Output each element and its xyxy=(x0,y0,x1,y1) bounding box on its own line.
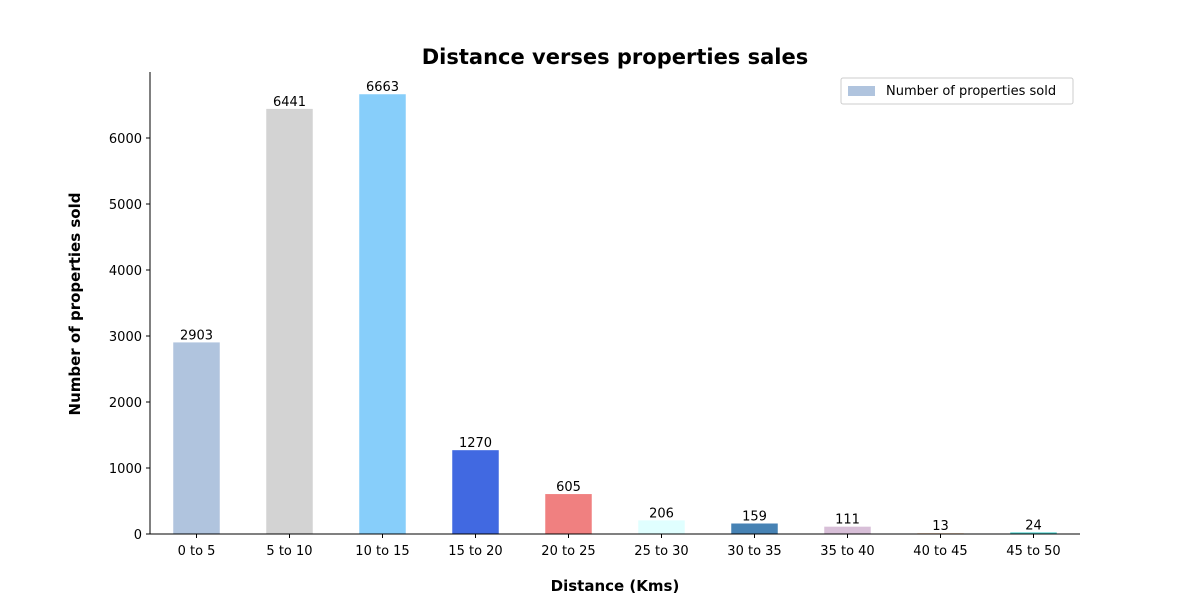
chart-title: Distance verses properties sales xyxy=(422,45,808,69)
x-axis-ticks: 0 to 5 5 to 10 10 to 15 15 to 20 20 to 25 25 … xyxy=(178,534,1061,559)
bar-1 xyxy=(266,108,313,535)
y-axis-ticks: 0 1000 2000 3000 4000 5000 6000 xyxy=(109,132,150,543)
x-tick-label-1: 5 to 10 xyxy=(266,544,312,559)
y-tick-label-0: 0 xyxy=(134,528,142,543)
legend-frame xyxy=(840,77,1074,105)
bar-3 xyxy=(452,450,499,534)
data-label-9: 24 xyxy=(1025,518,1042,533)
x-tick-label-6: 30 to 35 xyxy=(727,544,781,559)
bars-group xyxy=(173,94,1057,535)
x-tick-label-7: 35 to 40 xyxy=(820,544,874,559)
data-label-7: 111 xyxy=(835,513,860,528)
x-tick-label-2: 10 to 15 xyxy=(355,544,409,559)
legend-label: Number of properties sold xyxy=(886,84,1056,99)
x-axis-label: Distance (Kms) xyxy=(551,577,680,595)
x-tick-label-3: 15 to 20 xyxy=(448,544,502,559)
y-tick-label-1: 1000 xyxy=(109,462,142,477)
x-tick-label-8: 40 to 45 xyxy=(913,544,967,559)
bar-9 xyxy=(1010,532,1057,534)
x-tick-label-5: 25 to 30 xyxy=(634,544,688,559)
data-label-3: 1270 xyxy=(459,436,492,451)
x-tick-label-9: 45 to 50 xyxy=(1006,544,1060,559)
y-tick-label-3: 3000 xyxy=(109,330,142,345)
data-label-6: 159 xyxy=(742,510,767,525)
data-label-2: 6663 xyxy=(366,80,399,95)
bar-6 xyxy=(731,523,778,534)
bar-0 xyxy=(173,342,220,534)
data-labels-group: 2903 6441 6663 1270 605 206 159 111 13 24 xyxy=(180,80,1042,534)
y-tick-label-6: 6000 xyxy=(109,132,142,147)
y-tick-label-5: 5000 xyxy=(109,198,142,213)
legend-swatch xyxy=(848,86,875,96)
bar-5 xyxy=(638,520,685,534)
data-label-8: 13 xyxy=(932,519,949,534)
bar-4 xyxy=(545,494,592,534)
y-axis-label: Number of properties sold xyxy=(66,193,84,416)
y-tick-label-2: 2000 xyxy=(109,396,142,411)
data-label-4: 605 xyxy=(556,480,581,495)
x-tick-label-4: 20 to 25 xyxy=(541,544,595,559)
data-label-1: 6441 xyxy=(273,95,306,110)
bar-7 xyxy=(824,526,871,534)
legend: Number of properties sold xyxy=(840,77,1074,105)
data-label-0: 2903 xyxy=(180,328,213,343)
bar-2 xyxy=(359,94,406,534)
x-tick-label-0: 0 to 5 xyxy=(178,544,216,559)
y-tick-label-4: 4000 xyxy=(109,264,142,279)
data-label-5: 206 xyxy=(649,506,674,521)
